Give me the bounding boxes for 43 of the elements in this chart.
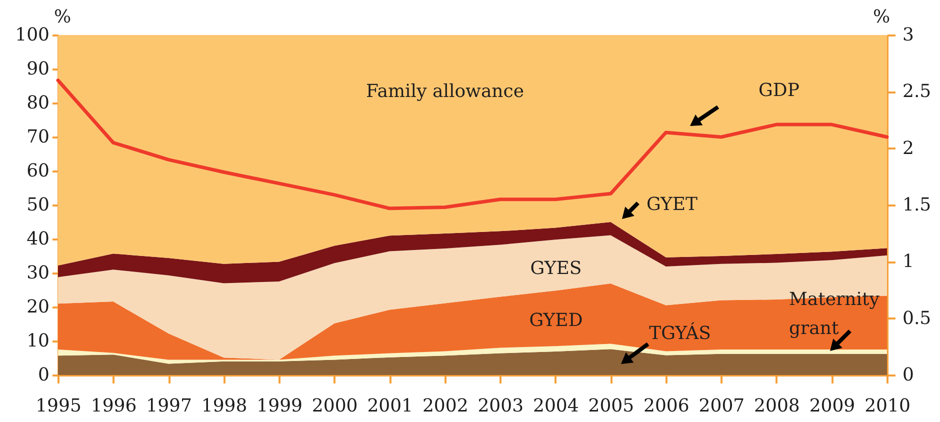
x-tick-label: 2000 [312,396,358,416]
x-tick-label: 1997 [146,396,192,416]
x-tick-label: 2006 [644,396,690,416]
y-axis-title: % [54,6,72,28]
y2-axis-title: % [872,6,890,28]
x-tick-label: 1995 [36,396,82,416]
x-tick-label: 2004 [532,396,579,416]
y-tick-label: 60 [26,160,50,182]
y2-tick-label: 1 [902,251,914,272]
y-tick-label: 50 [26,194,50,216]
x-tick-label: 1996 [90,396,137,416]
series-label: GYET [646,194,698,215]
x-tick-label: 2003 [478,396,524,416]
x-tick-label: 2008 [754,396,800,416]
x-tick-label: 2001 [367,396,414,416]
y2-tick-label: 2 [902,138,914,159]
y2-tick-label: 0.5 [902,308,932,329]
x-tick-label: 2009 [809,396,856,416]
y-tick-label: 80 [26,92,50,114]
line-series [56,78,889,210]
x-tick-label: 1999 [256,396,302,416]
series-label: TGYÁS [649,322,711,344]
y-tick-label: 20 [26,296,50,318]
y-tick-label: 10 [26,330,50,352]
y-tick-label: 70 [26,126,50,148]
y-tick-label: 0 [38,364,50,386]
series-label: GYES [530,258,582,279]
y2-tick-label: 2.5 [902,81,932,102]
x-tick-label: 1998 [201,396,248,416]
y2-tick-label: 3 [902,24,914,46]
series-label: Family allowance [366,81,524,102]
x-tick-label: 2002 [422,396,468,416]
y-tick-label: 90 [26,58,50,80]
x-tick-label: 2010 [864,396,910,416]
series-label: GYED [529,310,583,331]
x-tick-label: 2005 [588,396,634,416]
y-tick-label: 100 [15,24,50,46]
x-tick-label: 2007 [698,396,745,416]
y2-tick-label: 1.5 [902,194,932,216]
series-label: GDP [758,80,800,101]
y-tick-label: 40 [26,228,50,250]
y2-tick-label: 0 [902,364,914,386]
y-tick-label: 30 [26,262,50,284]
